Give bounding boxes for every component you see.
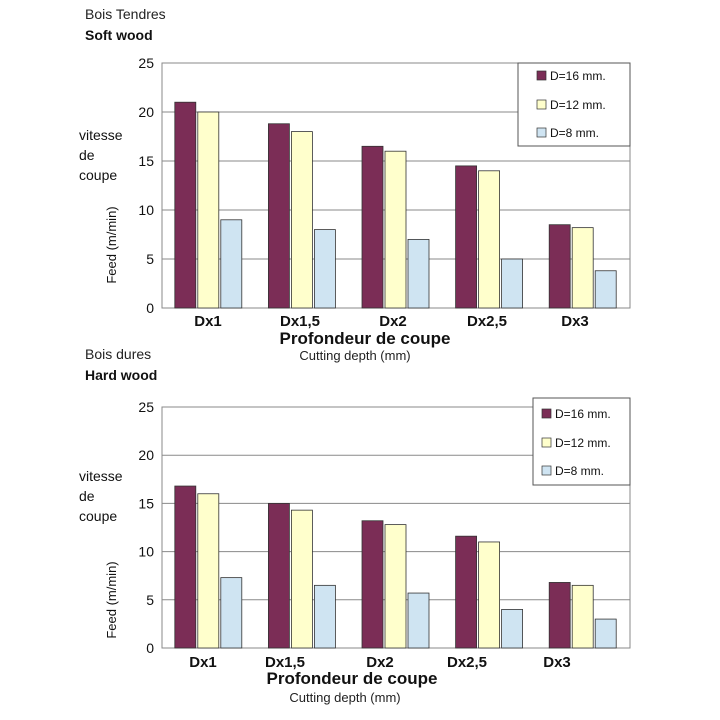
legend-swatch-d16 xyxy=(541,408,552,419)
legend-label-d8: D=8 mm. xyxy=(555,464,604,478)
legend-label-d8: D=8 mm. xyxy=(550,126,599,140)
bars xyxy=(174,485,617,649)
bar-dx1-series-3 xyxy=(220,219,243,309)
y-tick-label: 10 xyxy=(138,544,154,560)
y-axis-label: Feed (m/min) xyxy=(104,561,119,638)
y-tick-label: 25 xyxy=(138,399,154,415)
legend-swatch-d12 xyxy=(541,437,552,448)
side-label-line-1: vitesse xyxy=(79,468,123,484)
legend-swatch-d16 xyxy=(536,70,547,81)
x-axis-label: Profondeur de coupe xyxy=(280,329,451,348)
bar-dx3-series-3 xyxy=(594,618,617,649)
bar-dx1-5-series-1 xyxy=(267,123,290,309)
bar-dx1-5-series-2 xyxy=(290,509,313,649)
bar-dx3-series-2 xyxy=(571,227,594,309)
bar-dx1-5-series-1 xyxy=(267,502,290,649)
bars xyxy=(174,101,617,309)
y-axis-label: Feed (m/min) xyxy=(104,206,119,283)
side-label-line-3: coupe xyxy=(79,508,117,524)
category-label: Dx2,5 xyxy=(467,313,507,330)
y-ticks: 0 5 10 15 20 25 xyxy=(138,399,154,656)
category-label: Dx2,5 xyxy=(447,654,487,671)
legend-label-d12: D=12 mm. xyxy=(555,436,611,450)
bar-dx1-series-3 xyxy=(220,577,243,649)
bar-dx2-5-series-3 xyxy=(501,258,524,309)
category-label: Dx3 xyxy=(561,313,589,330)
chart-subtitle: Hard wood xyxy=(85,367,157,383)
bar-dx2-5-series-2 xyxy=(478,541,501,649)
chart-title: Bois dures xyxy=(85,346,151,362)
category-label: Dx3 xyxy=(543,654,571,671)
bar-dx2-series-1 xyxy=(361,145,384,309)
category-label: Dx1 xyxy=(189,654,217,671)
legend-label-d16: D=16 mm. xyxy=(555,407,611,421)
side-label-line-1: vitesse xyxy=(79,127,123,143)
bar-dx1-series-1 xyxy=(174,101,197,309)
bar-dx1-5-series-3 xyxy=(313,584,336,649)
bar-dx3-series-1 xyxy=(548,582,571,649)
x-axis-label: Profondeur de coupe xyxy=(267,669,438,688)
bar-dx2-series-3 xyxy=(407,238,430,309)
bar-dx2-5-series-2 xyxy=(478,170,501,309)
side-label-line-2: de xyxy=(79,147,95,163)
bar-dx2-series-2 xyxy=(384,524,407,649)
chart-subtitle: Soft wood xyxy=(85,27,153,43)
side-label-line-2: de xyxy=(79,488,95,504)
bar-dx1-5-series-2 xyxy=(290,131,313,309)
category-label: Dx1 xyxy=(194,313,222,330)
y-tick-label: 5 xyxy=(146,592,154,608)
category-labels: Dx1 Dx1,5 Dx2 Dx2,5 Dx3 xyxy=(194,313,589,330)
bar-dx3-series-1 xyxy=(548,224,571,309)
bar-dx1-series-1 xyxy=(174,485,197,649)
category-label: Dx1,5 xyxy=(265,654,305,671)
y-tick-label: 0 xyxy=(146,300,154,316)
bar-dx1-5-series-3 xyxy=(313,229,336,309)
bar-dx3-series-3 xyxy=(594,270,617,309)
category-label: Dx2 xyxy=(379,313,407,330)
y-ticks: 0 5 10 15 20 25 xyxy=(138,55,154,316)
bar-dx1-series-2 xyxy=(197,111,220,309)
y-tick-label: 20 xyxy=(138,447,154,463)
legend-swatch-d8 xyxy=(536,127,547,138)
bar-dx2-series-1 xyxy=(361,520,384,649)
category-label: Dx1,5 xyxy=(280,313,320,330)
y-tick-label: 10 xyxy=(138,202,154,218)
legend-label-d16: D=16 mm. xyxy=(550,69,606,83)
y-tick-label: 15 xyxy=(138,495,154,511)
y-tick-label: 15 xyxy=(138,153,154,169)
legend-label-d12: D=12 mm. xyxy=(550,98,606,112)
y-tick-label: 5 xyxy=(146,251,154,267)
bar-dx3-series-2 xyxy=(571,584,594,649)
bar-dx2-5-series-3 xyxy=(501,609,524,649)
chart-title: Bois Tendres xyxy=(85,6,166,22)
bar-dx2-series-2 xyxy=(384,150,407,309)
bar-dx1-series-2 xyxy=(197,493,220,649)
y-tick-label: 20 xyxy=(138,104,154,120)
legend: D=16 mm. D=12 mm. D=8 mm. xyxy=(517,62,631,147)
bar-dx2-5-series-1 xyxy=(455,165,478,309)
legend-swatch-d8 xyxy=(541,465,552,476)
y-tick-label: 0 xyxy=(146,640,154,656)
legend-swatch-d12 xyxy=(536,99,547,110)
x-axis-sublabel: Cutting depth (mm) xyxy=(299,348,410,363)
x-axis-sublabel: Cutting depth (mm) xyxy=(289,690,400,705)
chart-soft-wood: Bois Tendres Soft wood 0 5 10 15 20 25 vitess… xyxy=(79,6,631,363)
bar-dx2-5-series-1 xyxy=(455,535,478,649)
y-tick-label: 25 xyxy=(138,55,154,71)
side-label-line-3: coupe xyxy=(79,167,117,183)
category-label: Dx2 xyxy=(366,654,394,671)
category-labels: Dx1 Dx1,5 Dx2 Dx2,5 Dx3 xyxy=(189,654,571,671)
bar-dx2-series-3 xyxy=(407,592,430,649)
legend: D=16 mm. D=12 mm. D=8 mm. xyxy=(532,397,631,486)
